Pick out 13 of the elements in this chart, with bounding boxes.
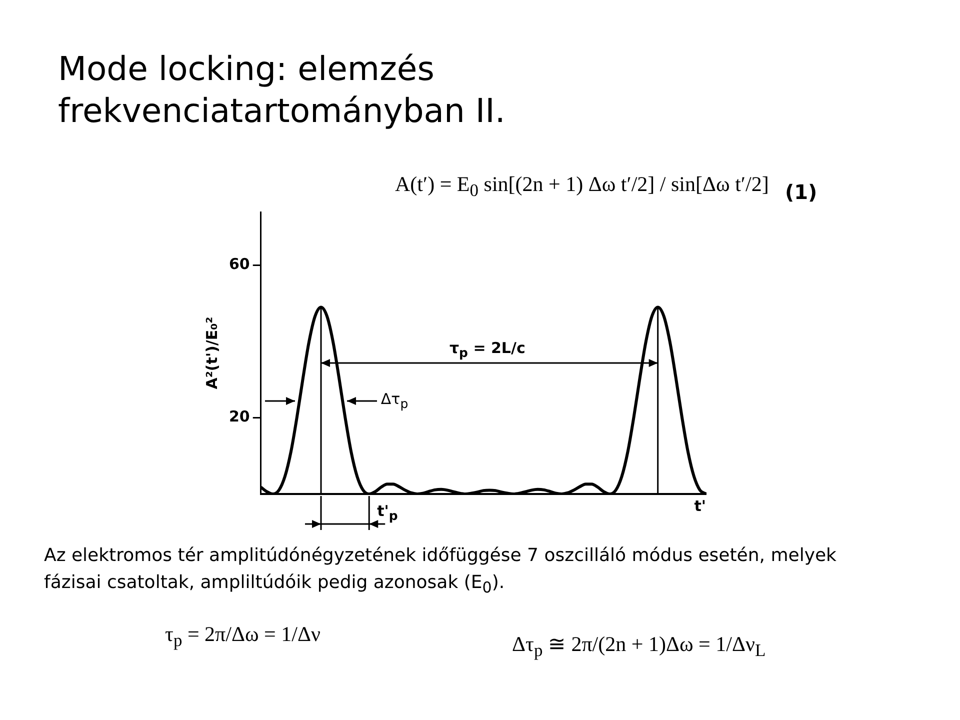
text: Az elektromos tér amplitúdónégyzetének időfüggése 7 oszcilláló módus esetén, melyek fázisai csatoltak, ampliltúdóik pedig azonosak (E$_{0}$). bbox=[44, 544, 838, 599]
x-axis-title: t' bbox=[694, 496, 706, 515]
text: τ$_{p}$ = 2π/Δω = 1/Δν bbox=[165, 622, 320, 652]
y-axis-title: A²(t')/E₀² bbox=[202, 316, 221, 390]
annotation: τ$_{p}$ = 2L/c bbox=[449, 339, 526, 360]
text: A(t′) = E$_{0}$ sin[(2n + 1) Δω t′/2] / sin[Δω t′/2] bbox=[395, 172, 769, 202]
y-tick-label: 60 bbox=[229, 255, 250, 274]
text: Δτ$_{p}$ ≅ 2π/(2n + 1)Δω = 1/Δν$_{L}$ bbox=[512, 632, 766, 662]
y-tick-label: 20 bbox=[229, 408, 250, 426]
annotation: Δτ$_{p}$ bbox=[380, 390, 408, 411]
text: (1) bbox=[785, 180, 818, 204]
chart-title: Mode locking: elemzés frekvenciatartományban II. bbox=[58, 48, 506, 132]
text: t'$_{p}$ bbox=[377, 502, 398, 523]
